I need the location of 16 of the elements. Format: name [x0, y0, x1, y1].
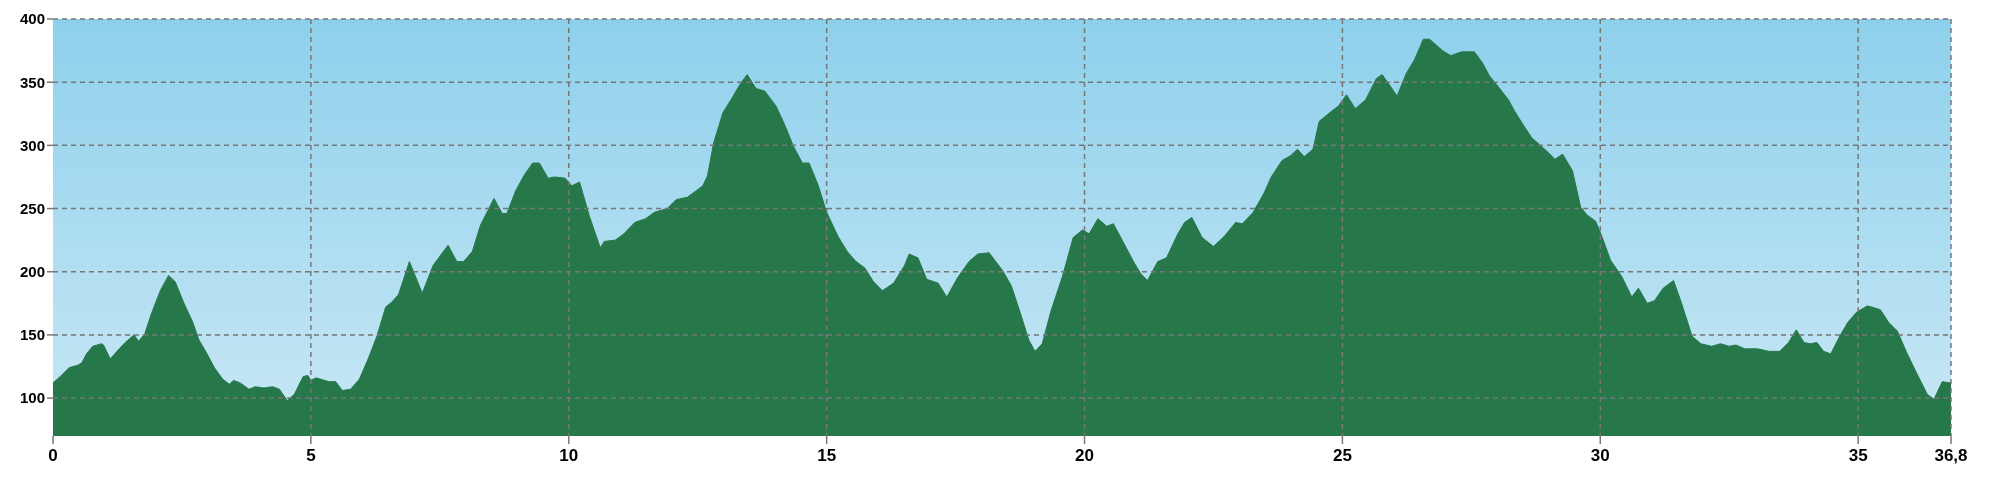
x-tick-label: 10 — [559, 446, 579, 466]
y-tick-label: 200 — [19, 263, 45, 281]
x-tick-label: 20 — [1075, 446, 1094, 466]
x-tick-label: 36,8 — [1934, 446, 1968, 466]
x-tick-label: 0 — [48, 446, 58, 466]
y-tick-label: 150 — [19, 326, 45, 344]
y-tick-label: 100 — [19, 389, 45, 407]
x-tick-label: 35 — [1848, 446, 1868, 466]
y-tick-label: 250 — [19, 199, 45, 217]
y-tick-label: 400 — [19, 10, 45, 28]
x-tick-label: 30 — [1590, 446, 1610, 466]
y-tick-label: 300 — [19, 136, 45, 154]
x-tick-label: 15 — [817, 446, 837, 466]
y-tick-label: 350 — [19, 73, 45, 91]
x-tick-label: 5 — [306, 446, 316, 466]
x-tick-label: 25 — [1332, 446, 1352, 466]
